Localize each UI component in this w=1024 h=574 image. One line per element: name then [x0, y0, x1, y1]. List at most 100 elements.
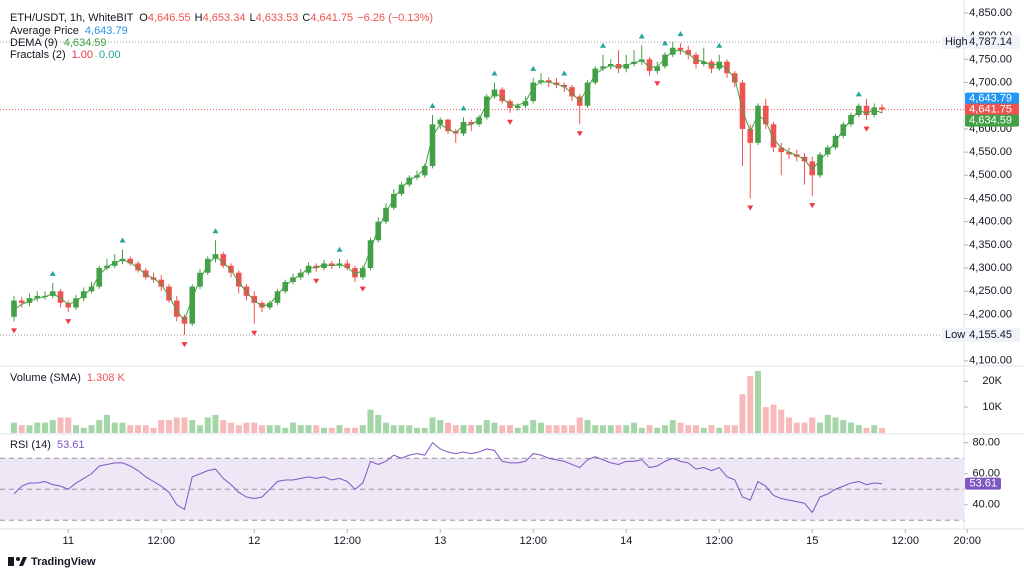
legend-name: DEMA (9): [10, 37, 58, 49]
candle-body: [716, 61, 723, 69]
volume-bar: [406, 425, 413, 433]
header-line: ETH/USDT, 1h, WhiteBIT O4,646.55 H4,653.34…: [10, 12, 433, 24]
y-tick-label: 80.00: [972, 437, 1000, 449]
high-line-label: High: [945, 36, 968, 48]
x-tick-label: 20:00: [953, 535, 981, 547]
candle-body: [747, 128, 754, 143]
fractal-down: [507, 119, 513, 125]
candle-body: [708, 61, 715, 69]
volume-bar: [119, 422, 126, 433]
x-tick-label: 12:00: [147, 535, 175, 547]
volume-bar: [259, 425, 265, 433]
candle-body: [274, 291, 281, 303]
fractal-down: [11, 328, 17, 334]
volume-bar: [631, 422, 637, 433]
volume-bar: [212, 414, 219, 433]
x-tick-label: 13: [434, 535, 446, 547]
candle-body: [421, 166, 428, 176]
ohlc-value: 4,653.34: [203, 12, 246, 24]
fractal-down: [251, 330, 258, 336]
ohlc-value: 4,646.55: [148, 12, 191, 24]
y-tick-label: 10K: [982, 401, 1002, 413]
fractal-up: [119, 237, 126, 243]
rsi-tag-label: 53.61: [969, 478, 997, 490]
candle-body: [305, 265, 312, 273]
volume-bar: [576, 417, 583, 433]
volume-bar: [158, 420, 165, 433]
volume-bar: [274, 425, 281, 433]
fractal-up: [600, 42, 606, 48]
y-tick-label: 4,100.00: [969, 355, 1012, 367]
y-tick-label: 4,200.00: [969, 308, 1012, 320]
x-tick-label: 15: [806, 535, 818, 547]
volume-bar: [615, 425, 622, 433]
fractal-up: [677, 31, 684, 37]
x-tick-label: 12:00: [519, 535, 547, 547]
price-tag-label: 4,634.59: [969, 114, 1012, 126]
volume-bar: [150, 427, 157, 433]
high-line-tag: [942, 35, 1020, 50]
volume-bar: [166, 420, 172, 433]
candle-body: [437, 119, 444, 125]
volume-bar: [34, 422, 41, 433]
candle-body: [824, 147, 831, 155]
fractal-down: [65, 319, 72, 325]
candle-body: [499, 89, 506, 102]
ohlc-value: 4,633.53: [256, 12, 299, 24]
volume-bar: [863, 427, 870, 433]
volume-bar: [429, 417, 436, 433]
fractal-down: [359, 286, 366, 292]
low-line-value: 4,155.45: [969, 329, 1012, 341]
volume-bar: [522, 425, 529, 433]
price-tag: [965, 92, 1019, 105]
candle-body: [26, 298, 33, 303]
volume-bar: [437, 420, 444, 433]
volume-bar: [414, 427, 420, 433]
candle-body: [786, 152, 792, 155]
candle-body: [569, 87, 575, 97]
volume-bar: [848, 422, 854, 433]
candle-body: [18, 300, 25, 303]
volume-bar: [383, 422, 389, 433]
legend-name: Fractals (2): [10, 49, 66, 61]
ohlc-key: C: [302, 12, 310, 24]
candle-body: [685, 50, 692, 55]
volume-bar: [282, 427, 289, 433]
logo-part: [19, 557, 27, 566]
candle-body: [173, 300, 180, 317]
legend-name: RSI (14): [10, 439, 51, 451]
candle-body: [429, 124, 436, 167]
volume-bar: [708, 425, 715, 433]
candle-body: [483, 96, 490, 118]
legend-value: 0.00: [99, 49, 120, 61]
ohlc-key: L: [249, 12, 255, 24]
volume-bar: [390, 425, 397, 433]
volume-bar: [73, 425, 79, 433]
volume-bar: [96, 420, 103, 433]
legend-name: Volume (SMA): [10, 372, 81, 384]
candle-body: [600, 66, 606, 69]
volume-bar: [545, 425, 552, 433]
volume-bar: [359, 425, 366, 433]
x-tick-label: 11: [63, 535, 74, 547]
low-line-label: Low: [945, 329, 965, 341]
y-tick-label: 20K: [982, 375, 1002, 387]
candle-body: [344, 263, 351, 269]
y-tick-label: 4,500.00: [969, 169, 1012, 181]
volume-bar: [135, 425, 141, 433]
candle-body: [468, 121, 475, 125]
candle-body: [266, 302, 273, 308]
fractal-up: [855, 91, 862, 97]
rsi-tag: [965, 477, 1001, 490]
volume-bar: [824, 414, 831, 433]
candle-body: [73, 298, 79, 308]
volume-bar: [189, 420, 196, 433]
volume-bar: [352, 427, 358, 433]
fractal-up: [561, 70, 568, 76]
x-tick-label: 12:00: [891, 535, 919, 547]
volume-bar: [421, 427, 428, 433]
candle-body: [367, 240, 374, 269]
volume-bar: [755, 370, 761, 433]
y-tick-label: 4,700.00: [969, 76, 1012, 88]
